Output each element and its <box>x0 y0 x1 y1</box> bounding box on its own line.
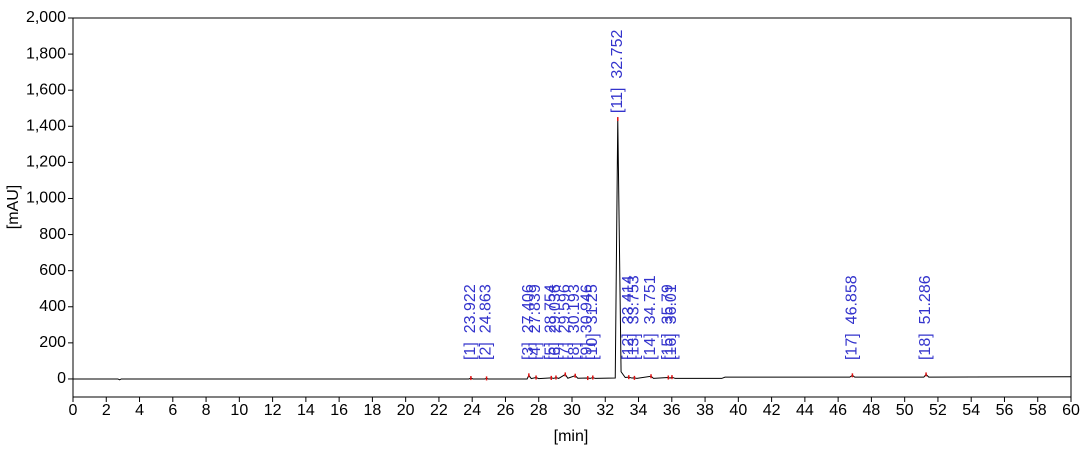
peak-time: 24.863 <box>478 284 495 333</box>
peak-id: [14] <box>642 333 659 360</box>
y-tick-label: 1,000 <box>26 190 66 207</box>
x-tick-label: 40 <box>729 402 747 419</box>
peak-id: [7] <box>556 342 573 360</box>
peak-label: [8] 30.193 <box>566 284 583 360</box>
peak-id: [1] <box>462 342 479 360</box>
x-tick-label: 54 <box>962 402 980 419</box>
peak-label: [1] 23.922 <box>462 284 479 360</box>
peak-id: [13] <box>626 333 643 360</box>
peak-time: 29.596 <box>556 284 573 333</box>
y-tick-label: 1,400 <box>26 118 66 135</box>
peak-label: [7] 29.596 <box>556 284 573 360</box>
peak-id: [15] <box>660 333 677 360</box>
x-axis-label: [min] <box>554 428 589 445</box>
x-tick-label: 14 <box>297 402 315 419</box>
y-tick-label: 1,600 <box>26 81 66 98</box>
peak-time: 27.406 <box>520 284 537 333</box>
y-tick-label: 600 <box>39 262 66 279</box>
peak-label: [15] 35.79 <box>660 284 677 360</box>
peak-label: [14] 34.751 <box>642 275 659 360</box>
x-tick-label: 52 <box>929 402 947 419</box>
x-tick-label: 30 <box>563 402 581 419</box>
x-tick-label: 24 <box>463 402 481 419</box>
x-tick-label: 48 <box>863 402 881 419</box>
peak-time: 28.754 <box>542 284 559 333</box>
peak-time: 33.753 <box>626 275 643 324</box>
y-tick-label: 400 <box>39 298 66 315</box>
peak-label: [9] 30.946 <box>579 284 596 360</box>
y-tick-label: 2,000 <box>26 9 66 26</box>
y-tick-label: 800 <box>39 226 66 243</box>
x-tick-label: 16 <box>330 402 348 419</box>
x-tick-label: 2 <box>102 402 111 419</box>
peak-id: [11] <box>609 88 626 114</box>
x-tick-label: 44 <box>796 402 814 419</box>
x-tick-label: 32 <box>596 402 614 419</box>
x-tick-label: 34 <box>630 402 648 419</box>
peak-id: [12] <box>620 333 637 360</box>
peak-time: 29.036 <box>547 284 564 333</box>
x-tick-label: 4 <box>135 402 144 419</box>
peak-label: [2] 24.863 <box>478 284 495 360</box>
peak-label: [6] 29.036 <box>547 284 564 360</box>
peak-time: 51.286 <box>917 275 934 324</box>
peak-id: [17] <box>844 333 861 360</box>
x-tick-label: 8 <box>202 402 211 419</box>
peak-time: 32.752 <box>609 30 626 79</box>
peak-label: [12] 33.414 <box>620 275 637 360</box>
peak-time: 35.79 <box>660 284 677 324</box>
x-tick-label: 38 <box>696 402 714 419</box>
y-tick-label: 1,200 <box>26 154 66 171</box>
peak-time: 31.25 <box>584 284 601 324</box>
x-tick-label: 12 <box>264 402 282 419</box>
peak-label: [4] 27.839 <box>527 284 544 360</box>
peak-time: 36.01 <box>663 284 680 324</box>
peak-time: 27.839 <box>527 284 544 333</box>
peak-label: [18] 51.286 <box>917 275 934 360</box>
x-tick-label: 18 <box>364 402 382 419</box>
peak-time: 30.193 <box>566 284 583 333</box>
peak-label: [17] 46.858 <box>844 275 861 360</box>
peak-id: [18] <box>917 333 934 360</box>
peak-time: 46.858 <box>844 275 861 324</box>
y-tick-label: 200 <box>39 334 66 351</box>
x-tick-label: 60 <box>1062 402 1080 419</box>
peak-id: [6] <box>547 342 564 360</box>
peak-id: [2] <box>478 342 495 360</box>
peak-id: [9] <box>579 342 596 360</box>
peak-id: [10] <box>584 333 601 360</box>
peak-label: [16] 36.01 <box>663 284 680 360</box>
y-axis-label: [mAU] <box>5 185 22 229</box>
x-tick-label: 20 <box>397 402 415 419</box>
peak-time: 30.946 <box>579 284 596 333</box>
x-tick-label: 46 <box>829 402 847 419</box>
peak-label: [10] 31.25 <box>584 284 601 360</box>
x-tick-label: 10 <box>230 402 248 419</box>
x-tick-label: 0 <box>69 402 78 419</box>
x-tick-label: 36 <box>663 402 681 419</box>
x-tick-label: 42 <box>763 402 781 419</box>
peak-id: [8] <box>566 342 583 360</box>
peak-label: [3] 27.406 <box>520 284 537 360</box>
peak-label: [5] 28.754 <box>542 284 559 360</box>
x-tick-label: 50 <box>896 402 914 419</box>
peak-time: 34.751 <box>642 275 659 324</box>
peak-label: [13] 33.753 <box>626 275 643 360</box>
x-tick-label: 56 <box>996 402 1014 419</box>
peak-label: [11] 32.752 <box>609 30 626 114</box>
peak-time: 23.922 <box>462 284 479 333</box>
peak-id: [3] <box>520 342 537 360</box>
peak-time: 33.414 <box>620 275 637 324</box>
y-tick-label: 1,800 <box>26 45 66 62</box>
peak-id: [5] <box>542 342 559 360</box>
x-tick-label: 6 <box>168 402 177 419</box>
x-tick-label: 58 <box>1029 402 1047 419</box>
x-tick-label: 28 <box>530 402 548 419</box>
peak-id: [4] <box>527 342 544 360</box>
y-tick-label: 0 <box>57 370 66 387</box>
x-tick-label: 22 <box>430 402 448 419</box>
peak-id: [16] <box>663 333 680 360</box>
x-tick-label: 26 <box>497 402 515 419</box>
